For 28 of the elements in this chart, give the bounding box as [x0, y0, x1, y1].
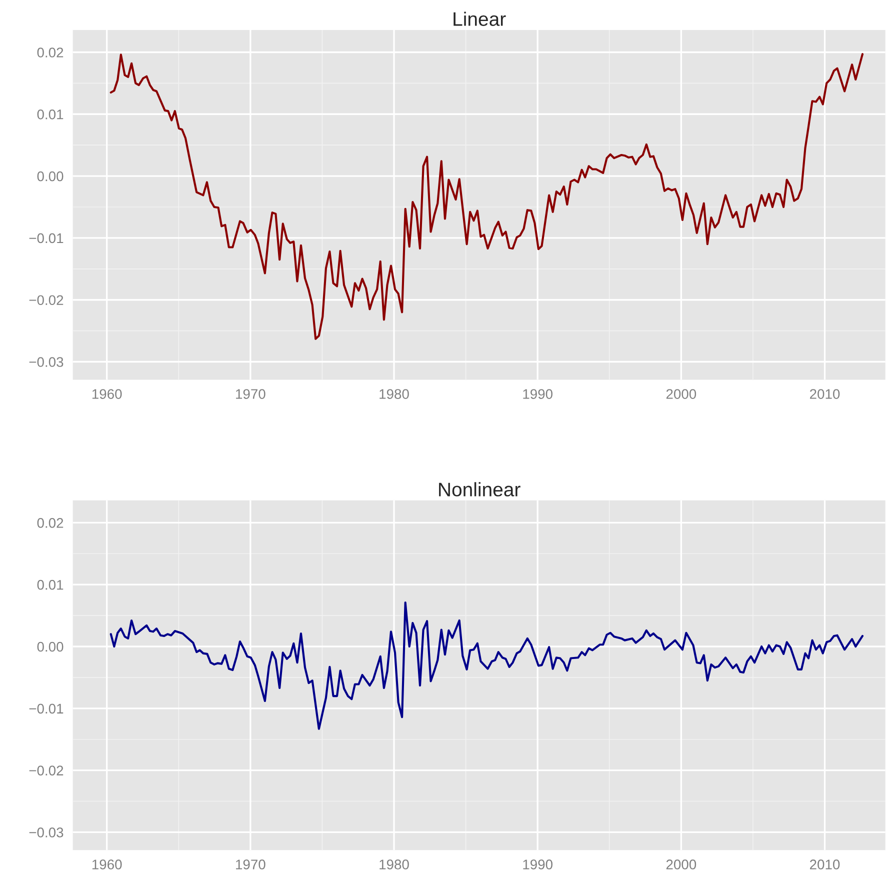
- line-series: [110, 53, 864, 340]
- x-tick-label: 1990: [523, 389, 552, 399]
- y-tick-label: 0.02: [37, 518, 64, 528]
- x-tick-label: 1990: [523, 860, 552, 870]
- y-tick-label: 0.02: [37, 48, 64, 58]
- y-tick-label: −0.03: [29, 357, 64, 367]
- y-tick-label: 0.01: [37, 109, 64, 120]
- y-tick-label: −0.01: [29, 233, 64, 244]
- x-tick-label: 1970: [236, 389, 266, 399]
- chart-title: Linear: [454, 12, 506, 26]
- x-tick-label: 2000: [666, 860, 696, 870]
- line-series: [110, 602, 864, 730]
- x-tick-label: 1960: [92, 389, 122, 399]
- x-tick-label: 2010: [810, 389, 840, 399]
- y-tick-label: 0.01: [37, 580, 64, 590]
- y-tick-label: 0.00: [37, 642, 64, 652]
- y-tick-label: 0.00: [37, 171, 64, 182]
- y-tick-label: −0.03: [29, 828, 64, 838]
- x-tick-label: 1980: [380, 389, 409, 399]
- x-tick-label: 1970: [236, 860, 266, 870]
- y-tick-label: −0.01: [29, 704, 64, 714]
- chart-title: Nonlinear: [439, 482, 520, 496]
- y-tick-label: −0.02: [29, 295, 64, 306]
- x-tick-label: 1960: [92, 860, 122, 870]
- x-tick-label: 2010: [810, 860, 840, 870]
- x-tick-label: 1980: [380, 860, 409, 870]
- x-tick-label: 2000: [666, 389, 696, 399]
- y-tick-label: −0.02: [29, 766, 64, 776]
